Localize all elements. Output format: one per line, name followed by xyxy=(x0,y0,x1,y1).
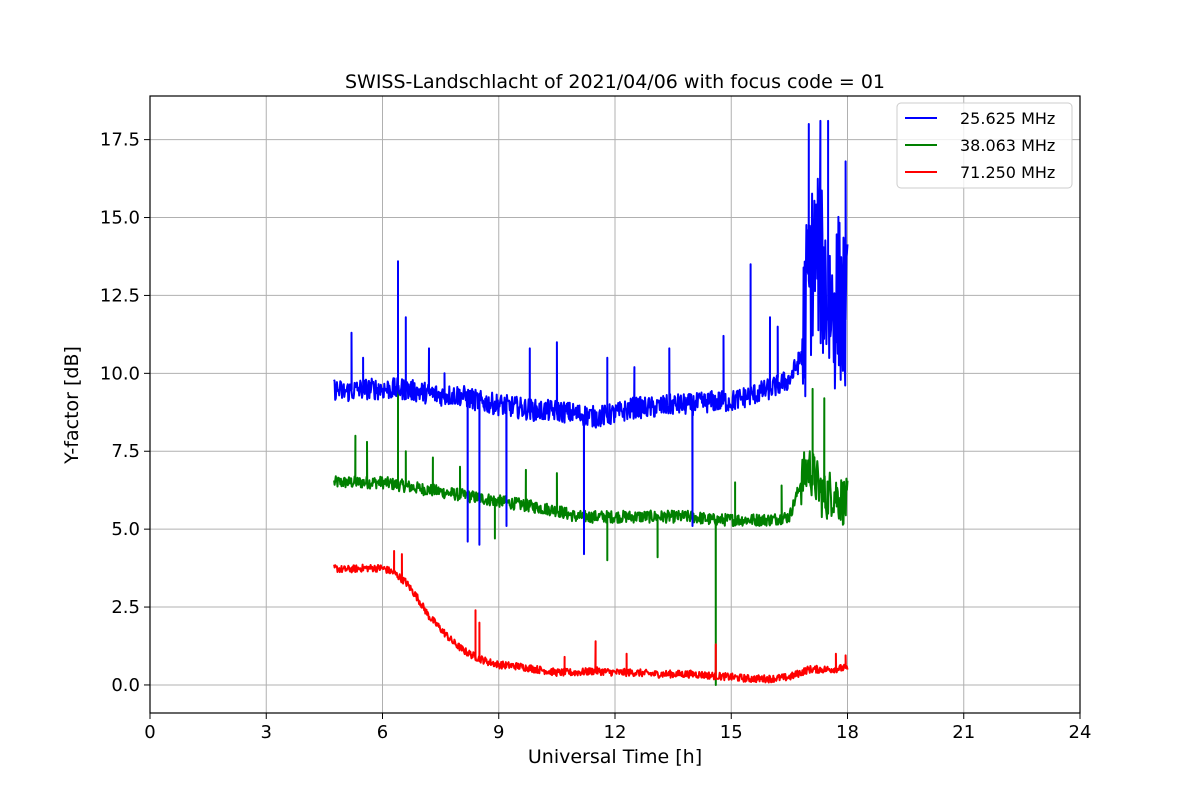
legend: 25.625 MHz 38.063 MHz 71.250 MHz xyxy=(896,102,1073,189)
series-line-1 xyxy=(333,375,849,686)
x-tick-label: 0 xyxy=(144,722,155,743)
x-tick-label: 12 xyxy=(604,722,627,743)
x-tick-label: 6 xyxy=(377,722,388,743)
series-layer xyxy=(333,119,849,686)
legend-entry-0: 25.625 MHz xyxy=(960,109,1055,128)
x-tick-label: 18 xyxy=(836,722,859,743)
y-tick-label: 0.0 xyxy=(111,675,140,696)
legend-box xyxy=(896,102,1073,189)
y-tick-label: 10.0 xyxy=(100,363,140,384)
y-tick-label: 2.5 xyxy=(111,597,140,618)
series-line-2 xyxy=(333,550,849,684)
grid-layer xyxy=(149,96,1081,713)
tick-layer: 0 3 6 9 12 15 18 21 24 0.0 2.5 5.0 7.5 10.0 12.5 15.0 17… xyxy=(100,130,1092,743)
y-tick-label: 5.0 xyxy=(111,519,140,540)
x-tick-label: 21 xyxy=(952,722,975,743)
y-axis-label: Y-factor [dB] xyxy=(61,346,83,465)
chart-title: SWISS-Landschlacht of 2021/04/06 with fo… xyxy=(345,71,885,93)
y-tick-label: 17.5 xyxy=(100,130,140,151)
y-tick-label: 12.5 xyxy=(100,285,140,306)
x-axis-label: Universal Time [h] xyxy=(528,746,702,768)
legend-entry-2: 71.250 MHz xyxy=(960,163,1055,182)
x-tick-label: 9 xyxy=(493,722,504,743)
series-line-0 xyxy=(333,119,849,556)
x-tick-label: 3 xyxy=(261,722,272,743)
x-tick-label: 15 xyxy=(720,722,743,743)
y-tick-label: 7.5 xyxy=(111,441,140,462)
y-tick-label: 15.0 xyxy=(100,208,140,229)
legend-entry-1: 38.063 MHz xyxy=(960,136,1055,155)
x-tick-label: 24 xyxy=(1069,722,1092,743)
